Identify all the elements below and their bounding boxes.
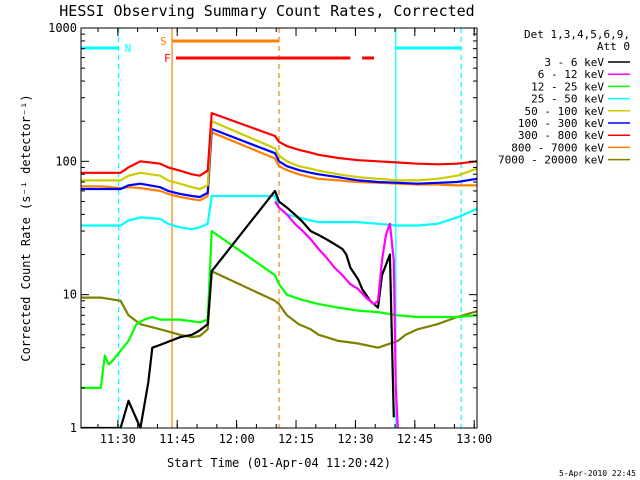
x-tick-label: 11:30 <box>100 432 136 446</box>
series-line <box>81 194 477 231</box>
vertical-markers <box>118 28 462 428</box>
y-axis-ticks: 1 10 100 1000 <box>48 21 477 435</box>
legend-header-line-2: Att 0 <box>597 40 630 53</box>
y-tick-label: 10 <box>63 288 77 302</box>
mode-bars: N SF <box>81 35 462 65</box>
y-tick-label: 1 <box>70 421 77 435</box>
x-axis-label: Start Time (01-Apr-04 11:20:42) <box>167 456 391 470</box>
mode-label-n: N <box>125 42 132 55</box>
y-axis-label: Corrected Count Rate (s⁻¹ detector⁻¹) <box>19 94 33 361</box>
legend-label: 800 - 7000 keV <box>511 141 604 154</box>
legend-header-line-1: Det 1,3,4,5,6,9, <box>524 28 630 41</box>
footer-date: 5-Apr-2010 22:45 <box>559 469 636 478</box>
x-axis-ticks: 11:30 11:45 12:00 12:15 12:30 12:45 13:00 <box>97 28 492 446</box>
plot-frame <box>80 27 478 429</box>
x-tick-label: 11:45 <box>159 432 195 446</box>
series-line <box>81 189 395 428</box>
x-tick-label: 13:00 <box>456 432 492 446</box>
y-tick-label: 100 <box>55 154 77 168</box>
legend-label: 100 - 300 keV <box>518 117 604 130</box>
x-tick-label: 12:15 <box>278 432 314 446</box>
legend-label: 6 - 12 keV <box>538 68 605 81</box>
mode-label-s: S <box>160 35 167 48</box>
mode-label-f: F <box>164 52 171 65</box>
series-line <box>81 120 477 191</box>
legend-label: 25 - 50 keV <box>531 93 604 106</box>
series-line <box>81 270 477 349</box>
legend-label: 3 - 6 keV <box>544 56 604 69</box>
x-tick-label: 12:45 <box>397 432 433 446</box>
legend-label: 7000 - 20000 keV <box>498 154 604 167</box>
x-tick-label: 12:30 <box>337 432 373 446</box>
y-tick-label: 1000 <box>48 21 77 35</box>
chart-title: HESSI Observing Summary Count Rates, Cor… <box>59 2 474 20</box>
series-line <box>81 127 477 199</box>
series-line <box>81 112 477 177</box>
legend-label: 300 - 800 keV <box>518 129 604 142</box>
series-line <box>274 200 399 428</box>
legend-label: 50 - 100 keV <box>525 105 605 118</box>
legend-label: 12 - 25 keV <box>531 80 604 93</box>
x-tick-label: 12:00 <box>219 432 255 446</box>
series-lines <box>81 112 477 428</box>
